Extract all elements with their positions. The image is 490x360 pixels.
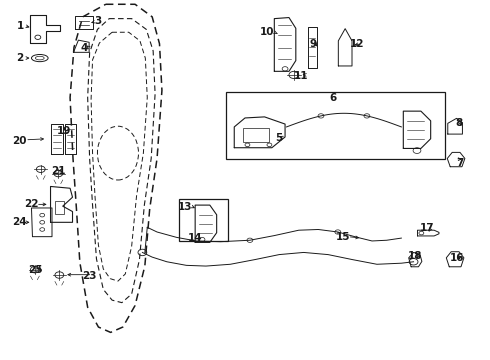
Text: 14: 14	[188, 233, 202, 243]
Text: 7: 7	[456, 158, 464, 168]
Text: 2: 2	[16, 53, 23, 63]
Text: 23: 23	[82, 271, 97, 281]
Text: 16: 16	[450, 253, 465, 263]
Text: 24: 24	[12, 217, 26, 227]
Text: 17: 17	[420, 224, 435, 233]
Text: 25: 25	[28, 265, 43, 275]
Text: 20: 20	[12, 136, 26, 145]
Text: 13: 13	[178, 202, 193, 212]
Bar	[179, 199, 228, 241]
Text: 15: 15	[336, 232, 350, 242]
Text: 3: 3	[95, 17, 102, 27]
Text: 8: 8	[455, 118, 463, 128]
Text: 22: 22	[24, 199, 38, 210]
Text: 1: 1	[17, 21, 24, 31]
Bar	[226, 92, 445, 159]
Text: 9: 9	[310, 40, 317, 49]
Text: 19: 19	[57, 126, 72, 135]
Text: 6: 6	[329, 93, 337, 103]
Text: 5: 5	[275, 133, 283, 143]
Bar	[243, 129, 270, 142]
Bar	[55, 201, 64, 215]
Text: 21: 21	[51, 166, 66, 176]
Text: 4: 4	[80, 43, 87, 53]
Text: 12: 12	[350, 39, 365, 49]
Text: 11: 11	[294, 71, 308, 81]
Text: 18: 18	[408, 251, 422, 261]
Text: 10: 10	[260, 27, 274, 37]
